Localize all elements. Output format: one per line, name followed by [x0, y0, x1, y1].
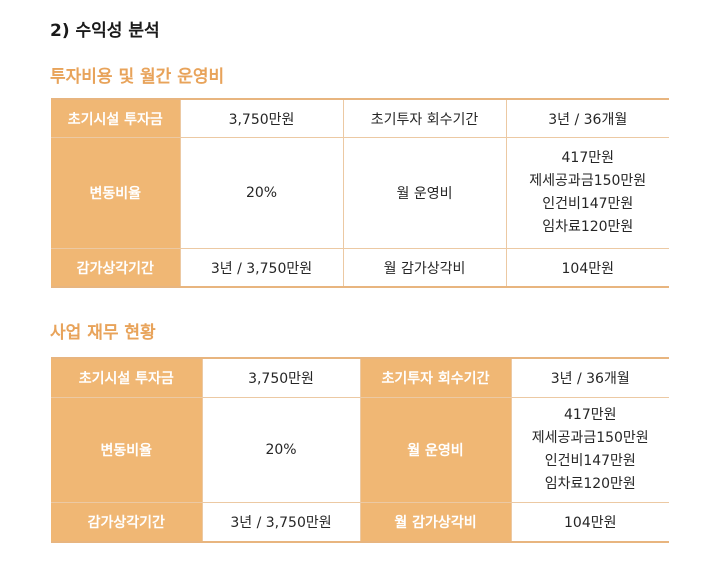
value-depreciation-period: 3년 / 3,750만원	[179, 248, 343, 288]
label-payback: 초기투자 회수기간	[342, 99, 506, 138]
table-row: 초기시설 투자금 3,750만원 초기투자 회수기간 3년 / 36개월	[51, 99, 669, 138]
finance-table: 초기시설 투자금 3,750만원 초기투자 회수기간 3년 / 36개월 변동비…	[51, 357, 669, 543]
label-variable-rate: 변동비율	[51, 397, 202, 503]
monthly-cost-rent: 임차료120만원	[542, 219, 634, 235]
label-init-invest: 초기시설 투자금	[51, 358, 202, 398]
monthly-cost-tax: 제세공과금150만원	[529, 173, 647, 189]
table-row: 감가상각기간 3년 / 3,750만원 월 감가상각비 104만원	[51, 248, 669, 288]
value-monthly-depreciation: 104만원	[510, 502, 669, 543]
table-row: 변동비율 20% 월 운영비 417만원 제세공과금150만원 인건비147만원…	[51, 397, 669, 503]
subheading-finance: 사업 재무 현황	[50, 323, 156, 343]
table-row: 초기시설 투자금 3,750만원 초기투자 회수기간 3년 / 36개월	[51, 358, 669, 398]
label-monthly-cost: 월 운영비	[359, 397, 511, 503]
section-heading: 2) 수익성 분석	[50, 21, 160, 41]
monthly-cost-total: 417만원	[561, 150, 614, 166]
value-depreciation-period: 3년 / 3,750만원	[201, 502, 360, 543]
label-monthly-depreciation: 월 감가상각비	[359, 502, 511, 543]
value-variable-rate: 20%	[179, 137, 343, 249]
value-monthly-cost: 417만원 제세공과금150만원 인건비147만원 임차료120만원	[510, 397, 669, 503]
value-variable-rate: 20%	[201, 397, 360, 503]
table-row: 변동비율 20% 월 운영비 417만원 제세공과금150만원 인건비147만원…	[51, 137, 669, 249]
monthly-cost-labor: 인건비147만원	[544, 453, 636, 469]
label-depreciation-period: 감가상각기간	[51, 248, 180, 288]
label-payback: 초기투자 회수기간	[359, 358, 511, 398]
value-init-invest: 3,750만원	[179, 99, 343, 138]
value-payback: 3년 / 36개월	[505, 99, 669, 138]
value-monthly-depreciation: 104만원	[505, 248, 669, 288]
value-monthly-cost: 417만원 제세공과금150만원 인건비147만원 임차료120만원	[505, 137, 669, 249]
label-depreciation-period: 감가상각기간	[51, 502, 202, 543]
value-init-invest: 3,750만원	[201, 358, 360, 398]
monthly-cost-labor: 인건비147만원	[542, 196, 634, 212]
investment-table: 초기시설 투자금 3,750만원 초기투자 회수기간 3년 / 36개월 변동비…	[51, 98, 669, 288]
label-monthly-depreciation: 월 감가상각비	[342, 248, 506, 288]
monthly-cost-rent: 임차료120만원	[544, 476, 636, 492]
label-init-invest: 초기시설 투자금	[51, 99, 180, 138]
value-payback: 3년 / 36개월	[510, 358, 669, 398]
table-row: 감가상각기간 3년 / 3,750만원 월 감가상각비 104만원	[51, 502, 669, 543]
monthly-cost-total: 417만원	[564, 407, 617, 423]
label-variable-rate: 변동비율	[51, 137, 180, 249]
label-monthly-cost: 월 운영비	[342, 137, 506, 249]
subheading-investment: 투자비용 및 월간 운영비	[50, 67, 225, 87]
monthly-cost-tax: 제세공과금150만원	[531, 430, 649, 446]
